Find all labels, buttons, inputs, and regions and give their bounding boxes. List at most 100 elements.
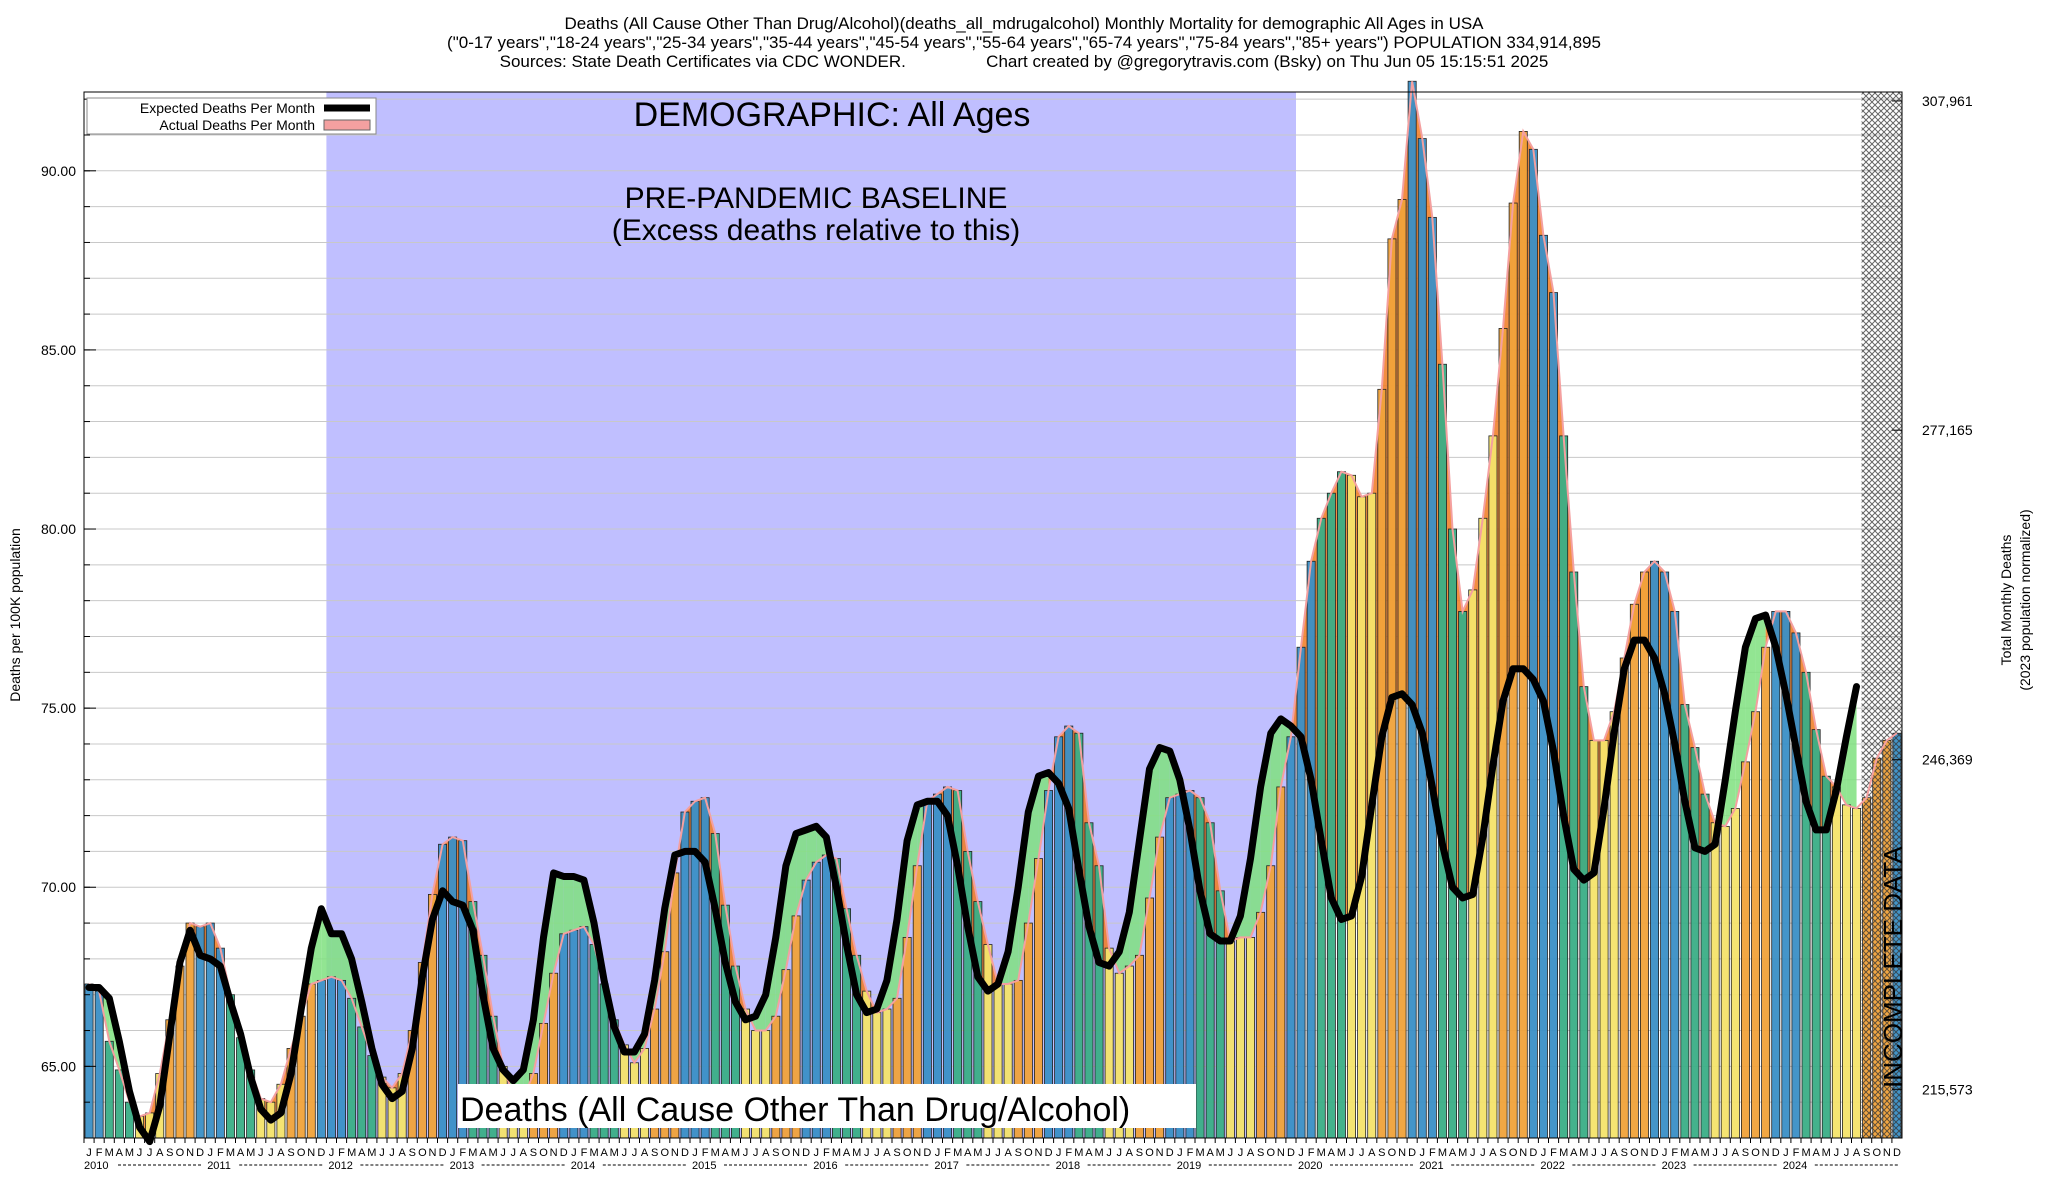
month-label: J — [511, 1147, 517, 1159]
month-label: N — [1762, 1147, 1770, 1159]
month-label: J — [1601, 1147, 1607, 1159]
month-label: S — [1378, 1147, 1385, 1159]
month-label: J — [692, 1147, 698, 1159]
month-label: O — [539, 1147, 548, 1159]
month-label: O — [660, 1147, 669, 1159]
month-label: A — [641, 1147, 649, 1159]
bar — [1539, 234, 1548, 1139]
month-label: A — [1206, 1147, 1214, 1159]
deficit-segment — [1745, 618, 1756, 762]
month-label: M — [226, 1147, 235, 1159]
year-label: 2013 — [450, 1160, 474, 1172]
month-label: M — [832, 1147, 841, 1159]
month-label: O — [1266, 1147, 1275, 1159]
month-label: A — [1085, 1147, 1093, 1159]
month-label: J — [622, 1147, 628, 1159]
month-label: O — [1388, 1147, 1397, 1159]
month-label: A — [600, 1147, 608, 1159]
y-tick-label: 90.00 — [41, 163, 76, 179]
bar — [94, 990, 104, 1139]
month-label: O — [1872, 1147, 1881, 1159]
bar — [1215, 890, 1225, 1139]
month-label: J — [874, 1147, 880, 1159]
bar — [185, 922, 195, 1139]
deficit-segment — [553, 872, 564, 974]
month-label: D — [196, 1147, 204, 1159]
month-label: A — [1449, 1147, 1457, 1159]
y-tick-label: 65.00 — [41, 1058, 76, 1074]
month-label: J — [864, 1147, 870, 1159]
bar — [1266, 865, 1276, 1139]
bar — [1225, 940, 1235, 1139]
month-label: D — [923, 1147, 931, 1159]
month-label: N — [913, 1147, 921, 1159]
month-label: J — [1834, 1147, 1840, 1159]
chart-subtitle: ("0-17 years","18-24 years","25-34 years… — [447, 33, 1601, 52]
month-label: S — [651, 1147, 658, 1159]
legend-actual-label: Actual Deaths Per Month — [159, 117, 315, 133]
chart-sources: Sources: State Death Certificates via CD… — [499, 52, 1549, 71]
month-label: S — [1015, 1147, 1022, 1159]
bar — [1397, 199, 1407, 1139]
month-label: D — [1651, 1147, 1659, 1159]
deficit-segment — [321, 908, 332, 981]
bar — [316, 979, 326, 1139]
deficit-segment — [573, 876, 584, 931]
month-label: O — [1751, 1147, 1760, 1159]
month-label: M — [1680, 1147, 1689, 1159]
right-tick-label: 277,165 — [1922, 422, 1973, 438]
year-label: 2018 — [1056, 1160, 1080, 1172]
month-label: J — [985, 1147, 991, 1159]
bar — [1205, 822, 1215, 1139]
month-label: A — [1489, 1147, 1497, 1159]
month-label: M — [711, 1147, 720, 1159]
month-label: J — [1298, 1147, 1304, 1159]
month-label: F — [1793, 1147, 1800, 1159]
bar — [1246, 936, 1256, 1139]
bar — [1074, 732, 1084, 1139]
legend: Expected Deaths Per Month Actual Deaths … — [86, 97, 377, 135]
bar — [1720, 825, 1730, 1139]
bar — [1438, 363, 1447, 1139]
month-label: M — [852, 1147, 861, 1159]
month-label: M — [367, 1147, 376, 1159]
month-label: S — [1742, 1147, 1749, 1159]
month-label: F — [1550, 1147, 1557, 1159]
month-label: F — [823, 1147, 830, 1159]
baseline-label-1: PRE-PANDEMIC BASELINE — [625, 182, 1008, 215]
month-label: O — [903, 1147, 912, 1159]
lines-layer — [85, 81, 1898, 1146]
month-label: N — [1640, 1147, 1648, 1159]
bar — [1236, 936, 1245, 1139]
month-label: M — [1195, 1147, 1204, 1159]
month-label: J — [389, 1147, 395, 1159]
year-label: 2022 — [1540, 1160, 1564, 1172]
month-label: S — [1257, 1147, 1264, 1159]
y-axis-label: Deaths per 100K population — [7, 528, 23, 702]
month-label: F — [1429, 1147, 1436, 1159]
bar — [1771, 611, 1781, 1139]
baseline-label-2: (Excess deaths relative to this) — [612, 214, 1021, 247]
deficit-segment — [1846, 686, 1857, 809]
bar — [1286, 736, 1296, 1139]
month-label: D — [439, 1147, 447, 1159]
month-label: A — [964, 1147, 972, 1159]
bar — [1741, 761, 1750, 1139]
month-label: N — [671, 1147, 679, 1159]
month-label: J — [1359, 1147, 1365, 1159]
month-label: D — [317, 1147, 325, 1159]
month-label: O — [418, 1147, 427, 1159]
bottom-label: Deaths (All Cause Other Than Drug/Alcoho… — [460, 1091, 1130, 1129]
month-label: M — [1801, 1147, 1810, 1159]
bar — [1306, 560, 1316, 1139]
month-label: J — [86, 1147, 92, 1159]
bar — [1670, 611, 1680, 1139]
baseline-region — [326, 92, 1296, 1138]
month-label: S — [287, 1147, 294, 1159]
bar — [448, 836, 458, 1139]
month-label: A — [277, 1147, 285, 1159]
month-label: J — [1177, 1147, 1183, 1159]
month-label: D — [560, 1147, 568, 1159]
month-label: D — [1287, 1147, 1295, 1159]
month-label: J — [571, 1147, 577, 1159]
